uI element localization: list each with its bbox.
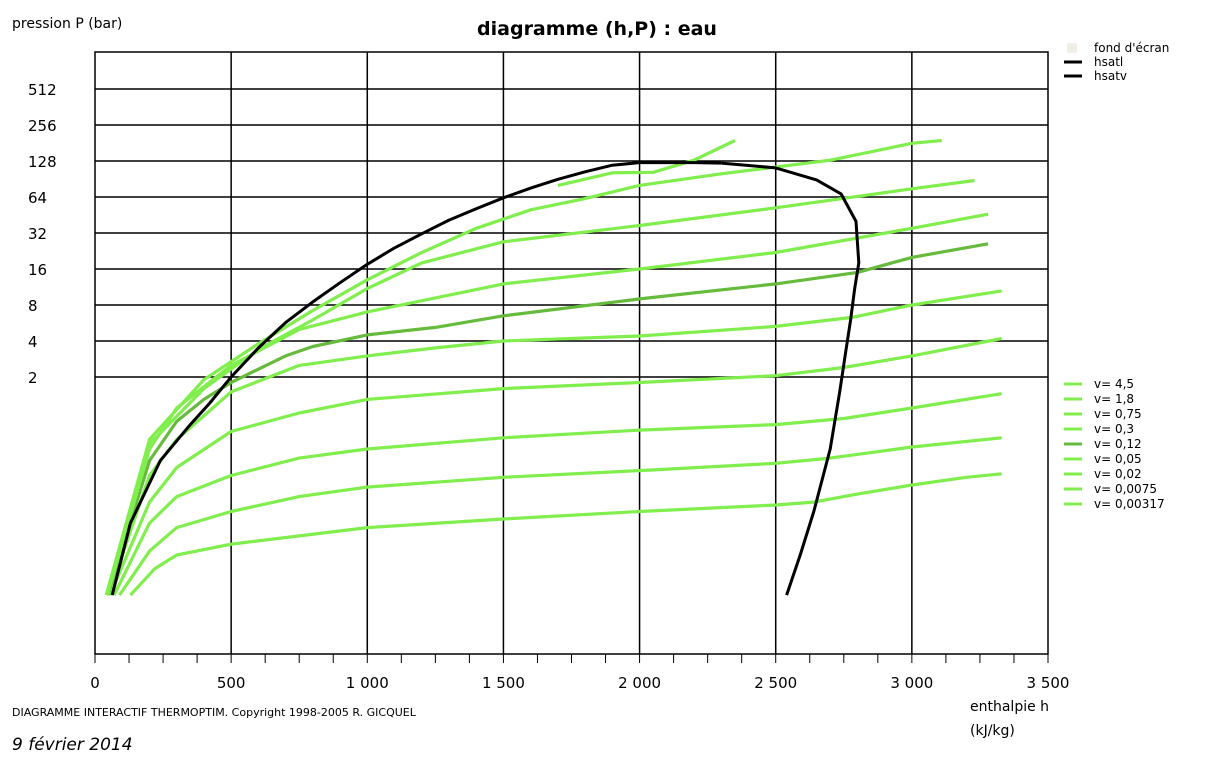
chart-title: diagramme (h,P) : eau [477,18,717,40]
y-tick-label: 256 [28,117,57,135]
hsatv-curve [721,161,861,596]
isochore-line [107,289,1002,596]
plot-frame [94,51,1049,655]
credit-text: DIAGRAMME INTERACTIF THERMOPTIM. Copyrig… [12,706,417,719]
legend-label: v= 0,00317 [1094,497,1165,511]
legend-label: v= 4,5 [1094,377,1134,391]
x-tick-label: 1 000 [346,674,389,692]
legend-label: v= 0,12 [1094,437,1142,451]
isochore-line [105,178,975,596]
isochore-line [104,138,942,596]
x-tick-label: 1 500 [482,674,525,692]
isochore-line [106,242,989,596]
legend-label: fond d'écran [1094,41,1169,55]
legend-label: v= 0,05 [1094,452,1142,466]
legend-label: v= 1,8 [1094,392,1134,406]
x-axis: 0 500 1 000 1 500 2 000 2 500 3 000 3 500 [90,654,1069,692]
y-tick-label: 512 [28,81,57,99]
x-tick-label: 2 500 [754,674,797,692]
y-axis-label: pression P (bar) [12,16,122,32]
legend-isochores: v= 4,5v= 1,8v= 0,75v= 0,3v= 0,12v= 0,05v… [1064,377,1165,511]
legend-label: v= 0,75 [1094,407,1142,421]
legend-label: v= 0,0075 [1094,482,1157,496]
legend-label: hsatl [1094,55,1123,69]
x-tick-label: 3 000 [890,674,933,692]
x-axis-unit: (kJ/kg) [970,723,1015,739]
date-text: 9 février 2014 [12,735,133,755]
legend-label: v= 0,3 [1094,422,1134,436]
legend-swatch [1067,43,1077,53]
isochore-line [112,392,1002,596]
x-axis-label: enthalpie h [970,699,1049,715]
legend-label: v= 0,02 [1094,467,1142,481]
hsatl-curve [110,161,722,596]
plot-curves [104,138,1003,597]
isochore-line [557,139,736,187]
y-axis: 2 4 8 16 32 64 128 256 512 [28,81,57,387]
x-tick-label: 0 [90,674,100,692]
y-tick-label: 4 [28,333,38,351]
legend-label: hsatv [1094,69,1127,83]
y-tick-label: 2 [28,369,38,387]
x-tick-label: 3 500 [1027,674,1070,692]
y-tick-label: 128 [28,153,57,171]
x-tick-label: 2 000 [618,674,661,692]
y-tick-label: 16 [28,261,47,279]
y-tick-label: 8 [28,297,38,315]
isochore-line [118,436,1002,597]
grid [95,52,1048,654]
y-tick-label: 32 [28,225,47,243]
y-tick-label: 64 [28,189,47,207]
isochore-line [108,336,1003,596]
x-tick-label: 500 [217,674,246,692]
isochore-line [129,472,1002,597]
